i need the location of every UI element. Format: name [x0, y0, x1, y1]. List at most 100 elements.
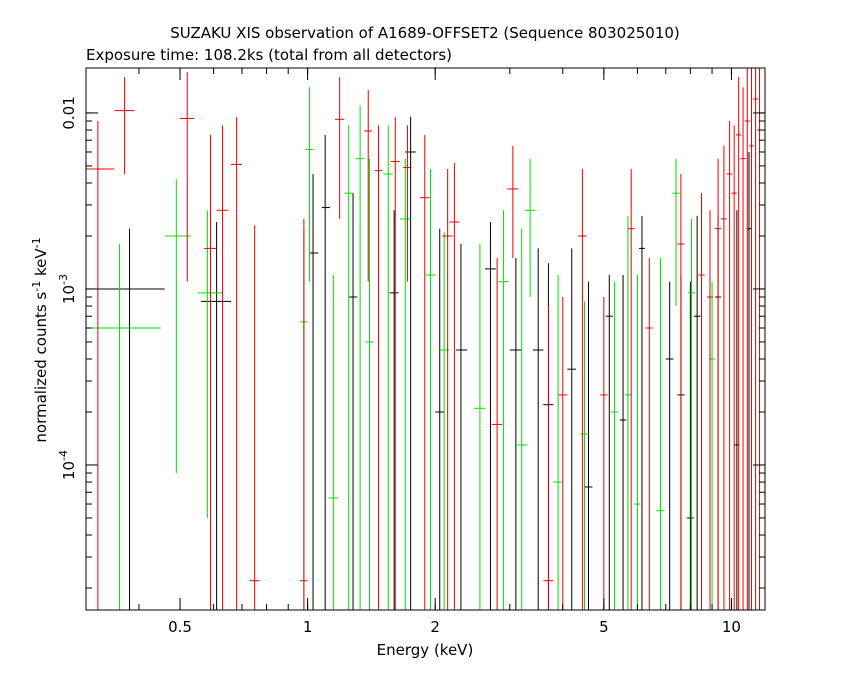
data-point	[405, 116, 416, 610]
data-point	[698, 193, 705, 610]
data-point	[567, 248, 577, 610]
data-point	[484, 222, 496, 610]
y-tick-label: 10-4	[57, 450, 78, 480]
data-point	[721, 145, 727, 610]
data-point	[180, 72, 195, 282]
data-point	[200, 222, 232, 610]
data-point	[86, 244, 161, 610]
data-point	[204, 134, 217, 610]
x-tick-label: 5	[599, 618, 609, 636]
data-point	[686, 281, 694, 610]
data-point	[309, 173, 319, 610]
x-tick-label: 1	[303, 618, 313, 636]
data-point	[164, 179, 191, 474]
data-point	[578, 169, 587, 610]
data-point	[449, 162, 460, 610]
data-point	[419, 134, 430, 610]
data-point	[507, 145, 519, 258]
data-point	[735, 77, 742, 610]
data-point	[390, 116, 400, 610]
data-point	[693, 215, 701, 610]
data-point	[348, 193, 358, 610]
data-point	[634, 275, 641, 610]
y-axis-label: normalized counts s-1 keV-1	[30, 237, 50, 442]
data-point	[624, 215, 632, 610]
data-point	[638, 215, 645, 610]
data-point	[726, 120, 733, 610]
data-point	[435, 228, 445, 610]
data-point	[715, 158, 722, 610]
data-point	[334, 77, 345, 219]
data-point	[611, 281, 619, 610]
data-point	[321, 134, 331, 610]
data-point	[365, 158, 374, 610]
data-point	[86, 120, 115, 610]
y-axis-label-exp-2: -1	[30, 237, 43, 248]
data-point	[627, 169, 635, 610]
data-point	[399, 158, 411, 610]
data-point	[300, 218, 308, 610]
data-point	[249, 225, 260, 610]
data-point	[498, 210, 509, 610]
data-point	[389, 210, 399, 610]
y-axis-label-main: normalized counts s	[32, 292, 50, 443]
data-point	[509, 257, 522, 610]
data-point	[553, 275, 563, 610]
data-point	[364, 89, 373, 282]
data-point	[374, 125, 383, 610]
data-point	[706, 210, 714, 610]
data-point	[748, 68, 754, 610]
data-point	[584, 281, 593, 610]
data-point	[216, 125, 229, 610]
data-point	[491, 257, 503, 610]
data-point	[383, 125, 393, 610]
data-point	[474, 244, 486, 610]
series-2	[86, 68, 762, 610]
data-point	[688, 218, 695, 610]
data-point	[753, 68, 758, 610]
y-tick-label: 0.01	[60, 96, 78, 129]
data-point	[740, 87, 746, 610]
data-point	[656, 257, 665, 610]
x-tick-label: 0.5	[168, 618, 192, 636]
chart-title: SUZAKU XIS observation of A1689-OFFSET2 …	[170, 24, 680, 42]
data-point	[672, 158, 680, 307]
data-point	[600, 297, 608, 610]
series-1	[86, 87, 716, 610]
plot-frame	[85, 67, 766, 611]
data-point	[328, 275, 339, 610]
data-point	[757, 68, 762, 610]
data-point	[442, 169, 453, 610]
data-point	[524, 158, 536, 298]
data-point	[355, 105, 365, 610]
y-axis-label-exp-1: -1	[30, 281, 43, 292]
data-point	[558, 297, 568, 610]
data-point	[645, 257, 653, 610]
y-tick-label: 10-3	[57, 274, 78, 304]
data-point	[731, 125, 737, 610]
axis-ticks: 0.5 1 2 5 10 10-4 10-3 0.01	[57, 68, 765, 636]
data-point	[744, 68, 750, 610]
data-point	[580, 301, 589, 610]
x-axis-label: Energy (keV)	[377, 641, 474, 659]
data-point	[344, 125, 354, 610]
data-point	[543, 306, 554, 610]
plot-marks	[86, 68, 762, 610]
data-point	[677, 173, 685, 610]
data-point	[114, 77, 135, 174]
series-0	[86, 116, 752, 610]
data-point	[425, 169, 436, 610]
data-point	[665, 281, 674, 610]
data-point	[515, 228, 528, 610]
chart-subtitle: Exposure time: 108.2ks (total from all d…	[86, 46, 452, 64]
data-point	[532, 248, 544, 610]
data-point	[403, 125, 412, 282]
data-point	[456, 244, 468, 610]
data-point	[305, 87, 314, 282]
data-point	[619, 275, 627, 610]
data-point	[86, 228, 165, 610]
y-axis-label-mid: keV	[32, 248, 50, 281]
x-tick-label: 2	[430, 618, 440, 636]
data-point	[605, 275, 613, 610]
